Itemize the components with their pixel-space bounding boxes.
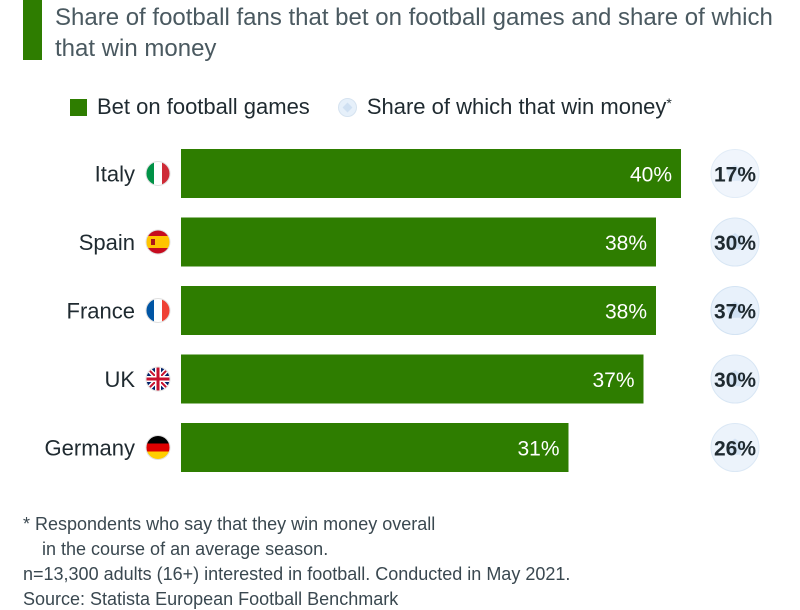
win-value-label: 30% <box>714 369 756 392</box>
category-label: Germany <box>45 436 135 461</box>
chart-row: Italy 40% 17% <box>95 149 760 198</box>
bet-value-label: 40% <box>630 164 672 187</box>
bet-bar <box>181 217 656 267</box>
flag-france-icon <box>146 298 170 323</box>
bet-bar <box>181 354 644 404</box>
flag-italy-icon <box>146 161 170 186</box>
legend-win-label: Share of which that win money <box>366 94 667 119</box>
football-marker <box>710 354 760 404</box>
category-label: Spain <box>79 230 135 255</box>
legend-bet-label: Bet on football games <box>97 94 310 119</box>
football-marker <box>710 423 760 472</box>
win-value-label: 17% <box>714 164 756 187</box>
legend-win-marker: * <box>666 95 672 111</box>
win-value-label: 30% <box>714 232 756 255</box>
football-marker <box>710 149 760 198</box>
flag-germany-icon <box>146 435 170 460</box>
flag-spain-icon <box>146 230 170 254</box>
chart-row: France 38% 37% <box>67 286 760 335</box>
chart-row: Germany 31% 26% <box>45 423 760 472</box>
bet-value-label: 38% <box>605 232 647 255</box>
bet-bar <box>181 286 656 335</box>
flag-uk-icon <box>146 367 170 391</box>
chart-row: UK 37% 30% <box>104 354 760 404</box>
footnote-asterisk-continued: in the course of an average season. <box>42 539 329 559</box>
football-marker <box>710 217 760 267</box>
win-value-label: 26% <box>714 438 756 461</box>
footnote-sample: n=13,300 adults (16+) interested in foot… <box>23 564 571 584</box>
footnote-asterisk: * Respondents who say that they win mone… <box>23 514 436 534</box>
football-marker <box>710 286 760 335</box>
category-label: Italy <box>95 162 135 187</box>
category-label: France <box>67 299 135 324</box>
bet-value-label: 37% <box>592 369 634 392</box>
bet-value-label: 38% <box>605 301 647 324</box>
legend-bet-swatch <box>70 98 87 116</box>
bar-chart: Italy 40% 17% Spain 38% 30% France 38% 37% UK 37% 3… <box>45 149 760 472</box>
win-value-label: 37% <box>714 301 756 324</box>
chart-row: Spain 38% 30% <box>79 217 760 267</box>
bet-bar <box>181 423 569 472</box>
bet-value-label: 31% <box>517 438 559 461</box>
football-icon <box>337 97 357 117</box>
legend: Bet on football games Share of which tha… <box>70 93 672 121</box>
chart-subtitle: Share of football fans that bet on footb… <box>55 4 773 62</box>
accent-bar <box>23 0 42 60</box>
category-label: UK <box>104 367 135 392</box>
bet-bar <box>181 149 681 198</box>
